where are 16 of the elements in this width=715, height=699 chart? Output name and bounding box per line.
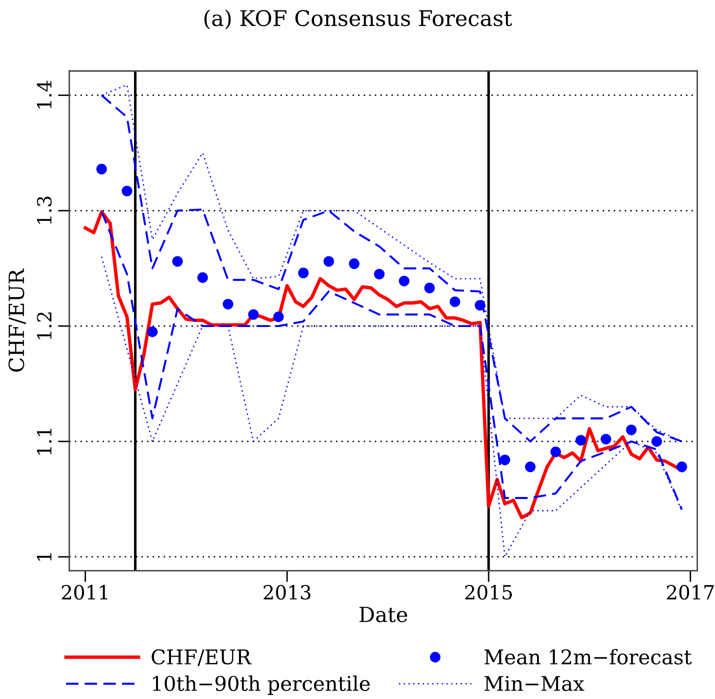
- legend-label: Min−Max: [484, 676, 584, 692]
- x-tick-label: 2015: [465, 584, 512, 600]
- y-axis-title: CHF/EUR: [8, 268, 26, 372]
- y-tick-label: 1.2: [36, 312, 52, 340]
- chart-title: (a) KOF Consensus Forecast: [204, 10, 512, 30]
- y-tick-label: 1.1: [36, 428, 52, 455]
- y-tick-label: 1: [36, 553, 52, 561]
- y-tick-label: 1.4: [36, 80, 52, 108]
- legend-label: CHF/EUR: [152, 649, 252, 666]
- y-tick-label: 1.3: [36, 196, 52, 224]
- legend-label: 10th−90th percentile: [153, 675, 370, 695]
- x-axis-title: Date: [360, 606, 408, 622]
- x-tick-label: 2013: [264, 584, 310, 600]
- x-tick-label: 2011: [62, 584, 108, 600]
- legend-label: Mean 12m−forecast: [484, 648, 692, 665]
- x-tick-label: 2017: [666, 584, 714, 600]
